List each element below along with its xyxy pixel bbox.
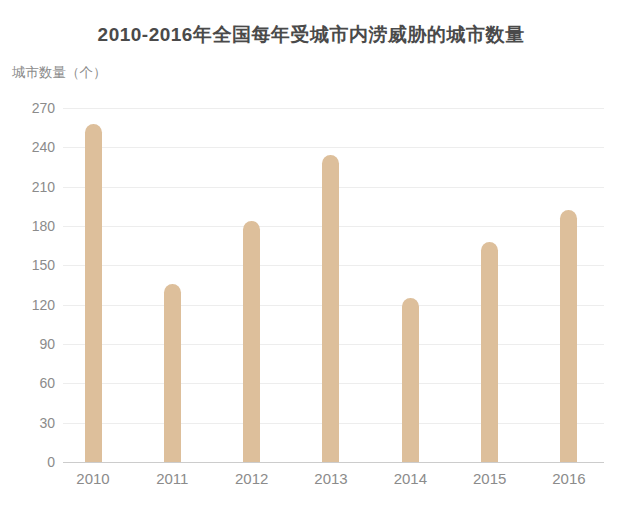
chart-title: 2010-2016年全国每年受城市内涝威胁的城市数量 bbox=[0, 22, 622, 48]
x-tick-label-2015: 2015 bbox=[455, 470, 525, 487]
y-tick-label: 210 bbox=[0, 177, 55, 197]
y-tick-label: 60 bbox=[0, 373, 55, 393]
y-axis-unit-label: 城市数量（个） bbox=[12, 64, 107, 82]
y-tick-label: 270 bbox=[0, 98, 55, 118]
y-tick-label: 120 bbox=[0, 295, 55, 315]
bar-2012 bbox=[243, 221, 260, 462]
bar-2015 bbox=[481, 242, 498, 462]
bar-2016 bbox=[560, 210, 577, 462]
bar-2013 bbox=[322, 155, 339, 462]
plot-area bbox=[63, 108, 604, 462]
y-tick-label: 30 bbox=[0, 413, 55, 433]
x-tick-label-2010: 2010 bbox=[58, 470, 128, 487]
x-tick-label-2016: 2016 bbox=[534, 470, 604, 487]
y-tick-label: 90 bbox=[0, 334, 55, 354]
x-tick-label-2012: 2012 bbox=[217, 470, 287, 487]
y-tick-label: 0 bbox=[0, 452, 55, 472]
x-axis-line bbox=[63, 462, 604, 463]
bar-2014 bbox=[402, 298, 419, 462]
bar-2010 bbox=[85, 124, 102, 462]
y-tick-label: 150 bbox=[0, 255, 55, 275]
gridline bbox=[63, 108, 604, 109]
y-tick-label: 180 bbox=[0, 216, 55, 236]
x-tick-label-2013: 2013 bbox=[296, 470, 366, 487]
gridline bbox=[63, 147, 604, 148]
x-tick-label-2011: 2011 bbox=[137, 470, 207, 487]
y-tick-label: 240 bbox=[0, 137, 55, 157]
waterlogging-bar-chart: 2010-2016年全国每年受城市内涝威胁的城市数量 城市数量（个） 0 30 60… bbox=[0, 0, 622, 505]
x-tick-label-2014: 2014 bbox=[375, 470, 445, 487]
bar-2011 bbox=[164, 284, 181, 462]
